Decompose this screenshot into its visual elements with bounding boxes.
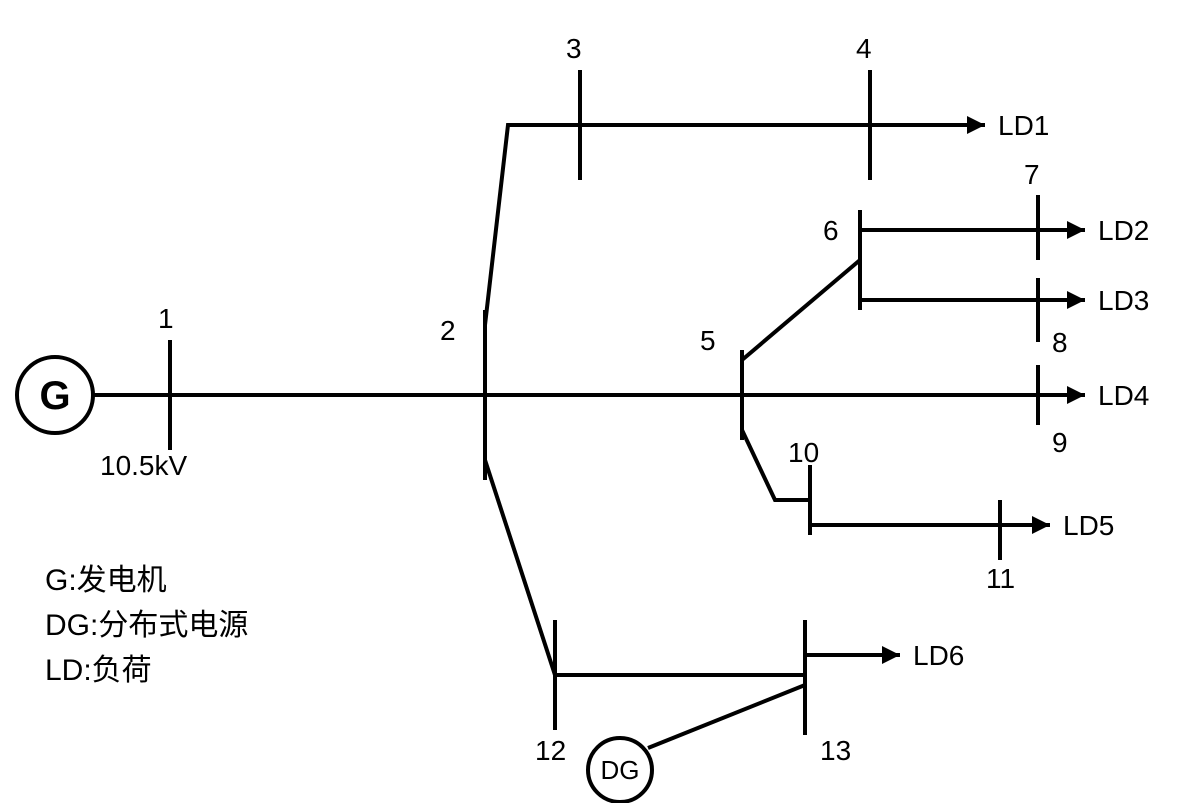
load-label: LD2 [1098,215,1149,246]
legend-item: G:发电机 [45,564,167,597]
bus-number: 3 [566,33,582,64]
legend-item: DG:分布式电源 [45,609,248,642]
bus-number: 10 [788,437,819,468]
bus-number: 11 [986,563,1015,594]
single-line-diagram: 12345678910111213LD1LD2LD3LD4LD5LD6GDG10… [0,0,1201,803]
bus-number: 1 [158,303,174,334]
bus-number: 2 [440,315,456,346]
bus-number: 8 [1052,327,1068,358]
bus-number: 7 [1024,159,1040,190]
bus-number: 12 [535,735,566,766]
load-label: LD5 [1063,510,1114,541]
bus-number: 5 [700,325,716,356]
load-label: LD3 [1098,285,1149,316]
bus-number: 4 [856,33,872,64]
bus-number: 13 [820,735,851,766]
dg-label: DG [601,755,640,785]
bus-number: 9 [1052,427,1068,458]
legend-item: LD:负荷 [45,654,152,687]
load-label: LD1 [998,110,1049,141]
generator-label: G [39,374,70,418]
bus-number: 6 [823,215,839,246]
load-label: LD6 [913,640,964,671]
voltage-label: 10.5kV [100,450,187,481]
load-label: LD4 [1098,380,1149,411]
